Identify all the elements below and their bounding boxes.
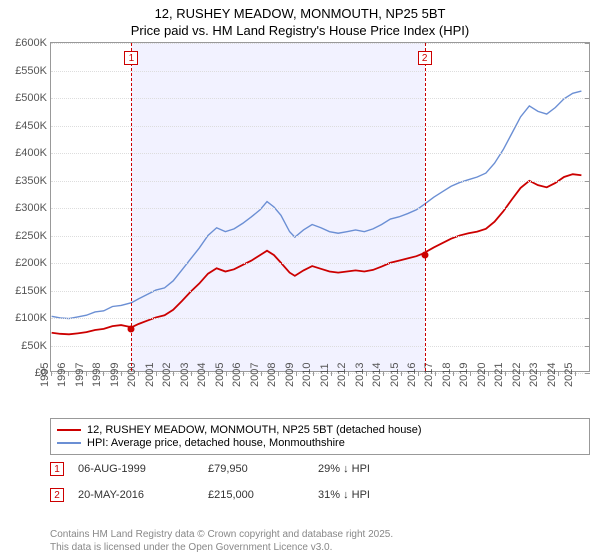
- x-axis-label: 1999: [109, 363, 121, 387]
- marker-box: 2: [418, 51, 432, 65]
- footer-line1: Contains HM Land Registry data © Crown c…: [50, 529, 393, 542]
- x-axis-label: 2001: [144, 363, 156, 387]
- y-axis-label: £50K: [21, 340, 51, 352]
- x-axis-label: 2021: [493, 363, 505, 387]
- gridline: [51, 181, 589, 182]
- data-point: [128, 326, 135, 333]
- legend-swatch: [57, 442, 81, 444]
- footer-line2: This data is licensed under the Open Gov…: [50, 542, 393, 555]
- x-axis-label: 2018: [441, 363, 453, 387]
- x-axis-label: 1998: [91, 363, 103, 387]
- x-axis-label: 2019: [458, 363, 470, 387]
- y-axis-label: £400K: [15, 147, 51, 159]
- x-axis-label: 2014: [371, 363, 383, 387]
- transaction-row: 1 06-AUG-1999£79,95029% ↓ HPI: [50, 462, 370, 476]
- transaction-price: £215,000: [208, 489, 318, 501]
- title-line1: 12, RUSHEY MEADOW, MONMOUTH, NP25 5BT: [0, 6, 600, 23]
- x-axis-label: 2004: [196, 363, 208, 387]
- marker-vline: [131, 43, 132, 371]
- x-axis-label: 2008: [266, 363, 278, 387]
- x-axis-label: 2006: [231, 363, 243, 387]
- chart-plot-area: £0£50K£100K£150K£200K£250K£300K£350K£400…: [50, 42, 590, 372]
- y-axis-label: £150K: [15, 285, 51, 297]
- y-axis-label: £500K: [15, 92, 51, 104]
- marker-vline: [425, 43, 426, 371]
- gridline: [51, 236, 589, 237]
- gridline: [51, 98, 589, 99]
- x-axis-label: 2022: [511, 363, 523, 387]
- title-line2: Price paid vs. HM Land Registry's House …: [0, 23, 600, 40]
- transaction-delta: 31% ↓ HPI: [318, 489, 370, 501]
- gridline: [51, 346, 589, 347]
- shaded-region: [131, 43, 424, 371]
- x-axis-label: 2002: [161, 363, 173, 387]
- gridline: [51, 263, 589, 264]
- x-axis-label: 2013: [353, 363, 365, 387]
- y-axis-label: £350K: [15, 175, 51, 187]
- y-axis-label: £200K: [15, 257, 51, 269]
- y-axis-label: £300K: [15, 202, 51, 214]
- transaction-marker: 1: [50, 462, 64, 476]
- gridline: [51, 291, 589, 292]
- data-point: [421, 251, 428, 258]
- x-axis-label: 2017: [423, 363, 435, 387]
- gridline: [51, 43, 589, 44]
- x-axis-label: 1997: [74, 363, 86, 387]
- y-axis-label: £100K: [15, 312, 51, 324]
- legend-item: 12, RUSHEY MEADOW, MONMOUTH, NP25 5BT (d…: [57, 424, 583, 436]
- x-axis-label: 2025: [563, 363, 575, 387]
- gridline: [51, 318, 589, 319]
- gridline: [51, 153, 589, 154]
- legend-label: HPI: Average price, detached house, Monm…: [87, 437, 345, 449]
- x-axis-label: 2015: [388, 363, 400, 387]
- x-axis-label: 2011: [319, 363, 331, 387]
- series-price: [52, 174, 582, 334]
- chart-svg: [51, 43, 589, 371]
- footer-text: Contains HM Land Registry data © Crown c…: [50, 529, 393, 554]
- y-axis-label: £550K: [15, 65, 51, 77]
- transaction-date: 06-AUG-1999: [78, 463, 208, 475]
- x-axis-label: 2024: [546, 363, 558, 387]
- x-axis-label: 1995: [39, 363, 51, 387]
- x-axis-label: 2009: [283, 363, 295, 387]
- x-axis-label: 2003: [179, 363, 191, 387]
- gridline: [51, 208, 589, 209]
- transaction-price: £79,950: [208, 463, 318, 475]
- x-axis-label: 2012: [336, 363, 348, 387]
- x-axis-label: 2010: [301, 363, 313, 387]
- legend-swatch: [57, 429, 81, 431]
- legend-item: HPI: Average price, detached house, Monm…: [57, 437, 583, 449]
- transaction-row: 2 20-MAY-2016£215,00031% ↓ HPI: [50, 488, 370, 502]
- gridline: [51, 71, 589, 72]
- chart-legend: 12, RUSHEY MEADOW, MONMOUTH, NP25 5BT (d…: [50, 418, 590, 455]
- gridline: [51, 126, 589, 127]
- transaction-delta: 29% ↓ HPI: [318, 463, 370, 475]
- x-axis-label: 2000: [126, 363, 138, 387]
- legend-label: 12, RUSHEY MEADOW, MONMOUTH, NP25 5BT (d…: [87, 424, 422, 436]
- y-axis-label: £450K: [15, 120, 51, 132]
- marker-box: 1: [124, 51, 138, 65]
- x-axis-label: 2023: [528, 363, 540, 387]
- chart-title: 12, RUSHEY MEADOW, MONMOUTH, NP25 5BT Pr…: [0, 0, 600, 42]
- x-axis-label: 2016: [406, 363, 418, 387]
- x-axis-label: 2005: [214, 363, 226, 387]
- transaction-date: 20-MAY-2016: [78, 489, 208, 501]
- x-axis-label: 2020: [476, 363, 488, 387]
- x-axis-label: 2007: [248, 363, 260, 387]
- transaction-marker: 2: [50, 488, 64, 502]
- y-axis-label: £600K: [15, 37, 51, 49]
- y-axis-label: £250K: [15, 230, 51, 242]
- x-axis-label: 1996: [56, 363, 68, 387]
